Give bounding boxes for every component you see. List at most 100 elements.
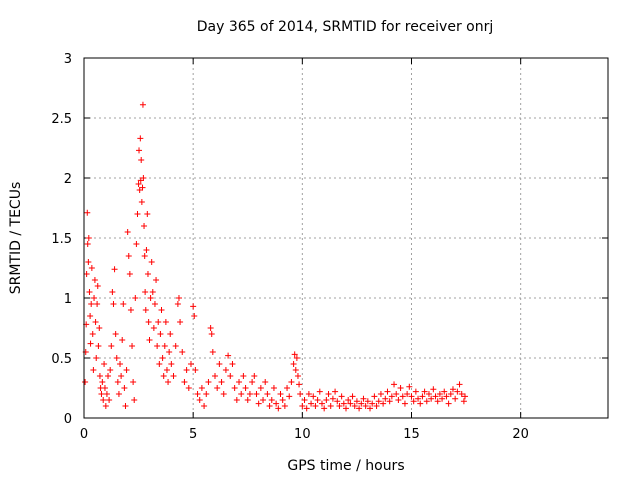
data-point: [139, 101, 146, 108]
data-point: [360, 395, 367, 402]
data-point: [198, 385, 205, 391]
data-point: [397, 385, 404, 391]
data-point: [118, 373, 125, 379]
data-point: [172, 343, 179, 349]
data-point: [312, 403, 319, 409]
data-point: [143, 247, 150, 253]
data-point: [375, 398, 382, 405]
data-point: [126, 271, 133, 277]
data-point: [268, 397, 275, 403]
data-point: [296, 381, 303, 388]
data-point: [428, 395, 435, 402]
data-point: [399, 393, 406, 400]
data-point: [144, 271, 151, 277]
data-point: [147, 295, 154, 301]
data-point: [412, 388, 419, 395]
data-point: [321, 405, 328, 412]
data-point: [404, 391, 411, 397]
data-point: [299, 403, 306, 409]
data-point: [436, 391, 443, 397]
data-point: [281, 403, 288, 409]
data-point: [236, 379, 243, 385]
data-point: [165, 379, 172, 385]
data-point: [114, 379, 121, 385]
data-point: [292, 367, 299, 373]
data-point: [358, 400, 365, 407]
data-point: [216, 361, 223, 367]
y-tick-label: 0.5: [51, 352, 72, 367]
data-point: [83, 271, 90, 277]
data-point: [155, 319, 162, 325]
data-point: [142, 307, 149, 313]
axis-ticks: 0 5 10 15 20 0 0.5 1 1.5 2 2.5 3: [51, 52, 608, 442]
data-point: [441, 388, 448, 395]
data-point: [156, 361, 163, 367]
data-point: [166, 349, 173, 355]
data-point: [133, 241, 140, 247]
data-point: [288, 379, 295, 385]
data-point: [111, 266, 118, 273]
data-point: [119, 337, 126, 343]
data-point: [95, 343, 102, 349]
data-point: [460, 398, 467, 405]
data-point: [452, 395, 459, 402]
data-point: [301, 397, 308, 403]
data-point: [162, 319, 169, 325]
data-point: [249, 379, 256, 385]
chart-title: Day 365 of 2014, SRMTID for receiver onr…: [197, 19, 494, 35]
data-point: [84, 241, 91, 247]
data-point: [102, 403, 109, 409]
data-point: [415, 395, 422, 402]
data-point: [297, 391, 304, 397]
plot-frame: [83, 57, 609, 419]
data-point: [377, 391, 384, 397]
data-point: [144, 211, 151, 217]
data-point: [353, 398, 360, 405]
data-point: [279, 397, 286, 403]
data-point: [190, 303, 197, 310]
data-point: [138, 157, 145, 163]
data-point: [327, 403, 334, 409]
data-point: [84, 209, 91, 216]
data-point: [137, 135, 144, 142]
y-tick-label: 2: [64, 172, 72, 187]
data-point: [153, 277, 160, 283]
data-point: [349, 393, 356, 400]
data-point: [86, 289, 93, 295]
data-point: [150, 325, 157, 331]
data-point: [148, 259, 155, 265]
data-point: [222, 367, 229, 373]
data-point: [105, 373, 112, 379]
data-point: [99, 379, 106, 385]
data-point: [140, 175, 147, 181]
data-point: [87, 313, 94, 319]
data-point: [220, 391, 227, 397]
data-point: [139, 184, 146, 191]
data-point: [225, 352, 232, 359]
data-point: [345, 397, 352, 403]
data-point: [434, 398, 441, 405]
data-point: [388, 393, 395, 400]
data-point: [89, 331, 96, 337]
data-point: [449, 386, 456, 393]
data-point: [246, 391, 253, 397]
data-point: [141, 223, 148, 229]
grid-lines: [84, 58, 608, 418]
data-point: [101, 385, 108, 391]
data-point: [393, 391, 400, 397]
data-point: [419, 393, 426, 400]
data-point: [205, 379, 212, 385]
data-point: [117, 361, 124, 367]
data-point: [167, 331, 174, 337]
data-point: [98, 391, 105, 397]
data-point: [103, 391, 110, 397]
data-point: [270, 385, 277, 391]
y-tick-label: 0: [64, 412, 72, 427]
data-point: [141, 253, 148, 259]
data-point: [386, 398, 393, 405]
data-point: [134, 211, 141, 217]
data-point: [125, 253, 132, 259]
data-point: [294, 373, 301, 379]
data-point: [264, 391, 271, 397]
data-point: [127, 307, 134, 313]
